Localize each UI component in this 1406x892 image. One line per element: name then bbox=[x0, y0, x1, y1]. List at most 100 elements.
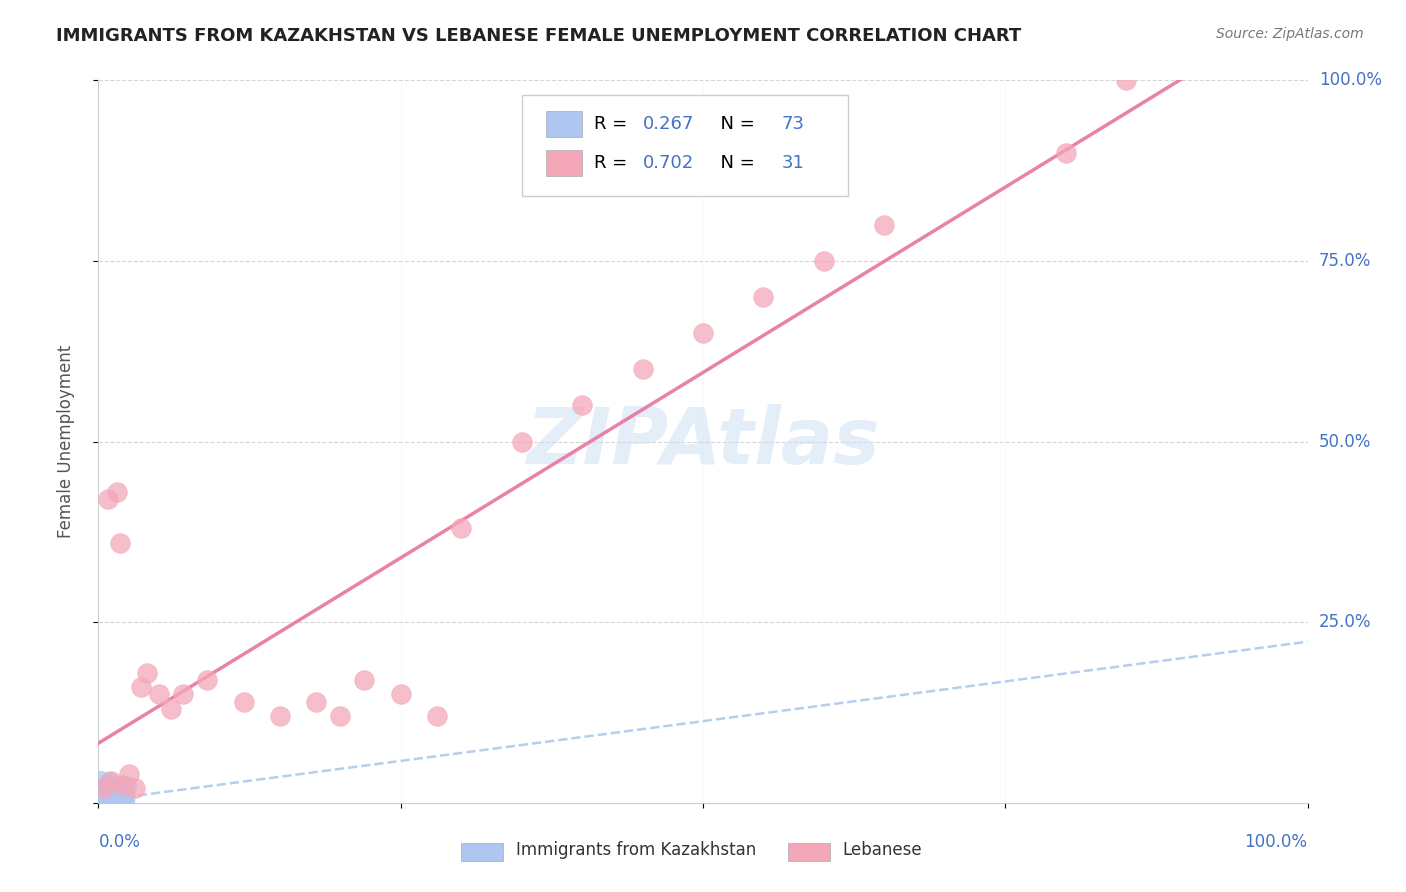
Point bbox=[96, 787, 118, 801]
Point bbox=[100, 791, 122, 805]
Point bbox=[93, 794, 115, 808]
Point bbox=[1054, 145, 1077, 160]
Point bbox=[111, 778, 134, 792]
Point bbox=[93, 790, 115, 805]
Point bbox=[195, 673, 218, 687]
Text: ZIPAtlas: ZIPAtlas bbox=[526, 403, 880, 480]
Point bbox=[90, 791, 112, 805]
Point bbox=[87, 789, 110, 803]
Point bbox=[90, 795, 112, 809]
Point bbox=[96, 793, 118, 807]
Text: Source: ZipAtlas.com: Source: ZipAtlas.com bbox=[1216, 27, 1364, 41]
Point bbox=[103, 789, 125, 803]
Point bbox=[100, 774, 122, 789]
Text: 0.0%: 0.0% bbox=[98, 833, 141, 851]
Point bbox=[87, 792, 110, 806]
Point bbox=[91, 793, 114, 807]
Point bbox=[94, 789, 117, 804]
Point bbox=[89, 796, 111, 810]
Point bbox=[94, 793, 117, 807]
Y-axis label: Female Unemployment: Female Unemployment bbox=[56, 345, 75, 538]
Point bbox=[108, 786, 131, 800]
Point bbox=[873, 218, 896, 232]
Point bbox=[103, 782, 125, 797]
Point bbox=[124, 781, 146, 796]
Point bbox=[96, 789, 118, 803]
Point bbox=[101, 791, 124, 805]
Bar bbox=[461, 843, 503, 861]
Text: 31: 31 bbox=[782, 154, 804, 172]
Point bbox=[110, 779, 132, 793]
Point bbox=[104, 789, 127, 803]
Bar bbox=[546, 151, 582, 177]
Point bbox=[91, 795, 114, 809]
Point bbox=[90, 792, 112, 806]
Text: N =: N = bbox=[709, 115, 761, 133]
Text: Lebanese: Lebanese bbox=[842, 841, 922, 859]
Text: 50.0%: 50.0% bbox=[1319, 433, 1371, 450]
Point bbox=[93, 783, 115, 797]
Point bbox=[389, 687, 412, 701]
Point bbox=[631, 362, 654, 376]
Point bbox=[96, 783, 118, 797]
Point bbox=[1115, 73, 1137, 87]
Point bbox=[101, 787, 124, 801]
Point bbox=[103, 780, 125, 794]
Point bbox=[692, 326, 714, 340]
Point bbox=[91, 796, 114, 810]
Text: Immigrants from Kazakhstan: Immigrants from Kazakhstan bbox=[516, 841, 756, 859]
Point bbox=[98, 794, 121, 808]
FancyBboxPatch shape bbox=[522, 95, 848, 196]
Text: R =: R = bbox=[595, 115, 633, 133]
Point bbox=[148, 687, 170, 701]
Point bbox=[94, 791, 117, 805]
Point bbox=[160, 702, 183, 716]
Point bbox=[232, 695, 254, 709]
Point bbox=[129, 680, 152, 694]
Point bbox=[97, 777, 120, 791]
Point bbox=[110, 795, 132, 809]
Point bbox=[115, 779, 138, 793]
Point bbox=[94, 782, 117, 797]
Point bbox=[108, 793, 131, 807]
Point bbox=[114, 794, 136, 808]
Point bbox=[105, 485, 128, 500]
Point bbox=[97, 781, 120, 796]
Point bbox=[90, 795, 112, 809]
Point bbox=[90, 788, 112, 802]
Point bbox=[571, 398, 593, 412]
Bar bbox=[787, 843, 830, 861]
Point bbox=[98, 794, 121, 808]
Point bbox=[93, 788, 115, 802]
Point bbox=[89, 793, 111, 807]
Point bbox=[94, 791, 117, 805]
Point bbox=[89, 773, 111, 788]
Point bbox=[426, 709, 449, 723]
Text: 75.0%: 75.0% bbox=[1319, 252, 1371, 270]
Point bbox=[112, 793, 135, 807]
Text: N =: N = bbox=[709, 154, 761, 172]
Point bbox=[96, 791, 118, 805]
Point bbox=[104, 794, 127, 808]
Text: 100.0%: 100.0% bbox=[1244, 833, 1308, 851]
Point bbox=[305, 695, 328, 709]
Point bbox=[91, 795, 114, 809]
Point bbox=[329, 709, 352, 723]
Point bbox=[91, 783, 114, 797]
Point bbox=[110, 793, 132, 807]
Point bbox=[752, 290, 775, 304]
Text: IMMIGRANTS FROM KAZAKHSTAN VS LEBANESE FEMALE UNEMPLOYMENT CORRELATION CHART: IMMIGRANTS FROM KAZAKHSTAN VS LEBANESE F… bbox=[56, 27, 1022, 45]
Bar bbox=[546, 111, 582, 136]
Point bbox=[98, 774, 121, 789]
Point bbox=[97, 786, 120, 800]
Point bbox=[91, 782, 114, 797]
Point bbox=[135, 665, 157, 680]
Text: 25.0%: 25.0% bbox=[1319, 613, 1371, 632]
Point bbox=[103, 790, 125, 805]
Text: 0.702: 0.702 bbox=[643, 154, 693, 172]
Point bbox=[112, 783, 135, 797]
Point bbox=[107, 789, 129, 803]
Point bbox=[97, 789, 120, 803]
Point bbox=[108, 535, 131, 549]
Point bbox=[101, 795, 124, 809]
